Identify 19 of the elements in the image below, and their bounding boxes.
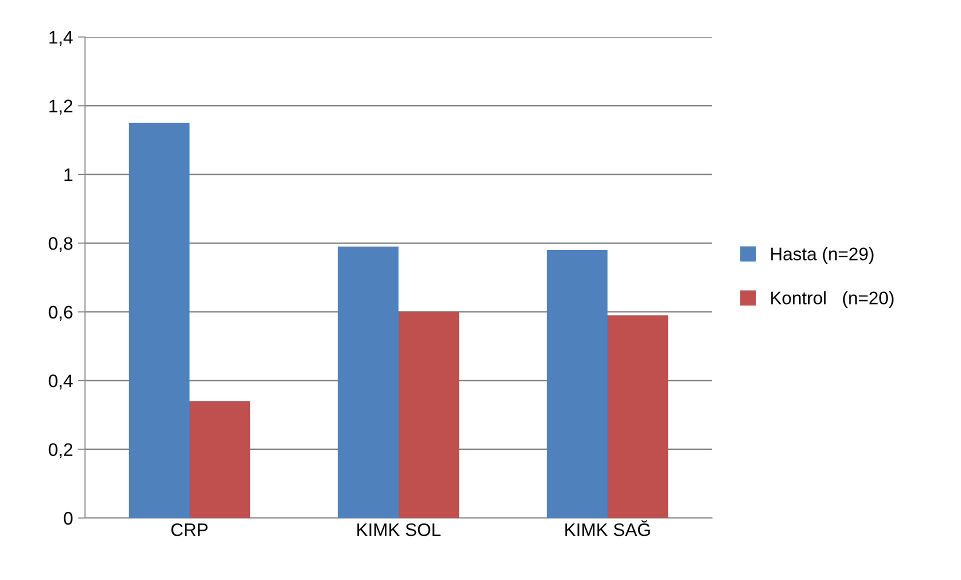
y-tick-label: 1,4 xyxy=(49,31,73,46)
bar xyxy=(398,312,460,518)
y-tick-label: 0 xyxy=(64,512,72,525)
bar xyxy=(190,401,250,518)
y-tick-label: 0,4 xyxy=(48,374,73,390)
y-tick-label: 0,6 xyxy=(48,306,72,321)
x-tick-label: KIMK SAĞ xyxy=(565,520,650,536)
legend-label: Hasta (n=29) xyxy=(771,247,874,264)
y-tick-label: 0,2 xyxy=(48,443,72,458)
y-tick-label: 1 xyxy=(64,168,72,181)
bar xyxy=(608,315,668,518)
x-tick-label: KIMK SOL xyxy=(357,523,441,536)
bar xyxy=(546,250,608,518)
bar xyxy=(338,246,398,518)
y-tick-label: 0,8 xyxy=(48,237,72,252)
y-tick-label: 1,2 xyxy=(49,100,72,115)
x-tick-label: CRP xyxy=(171,523,208,536)
legend-label: Kontrol (n=20) xyxy=(771,291,894,308)
bar xyxy=(128,122,190,518)
